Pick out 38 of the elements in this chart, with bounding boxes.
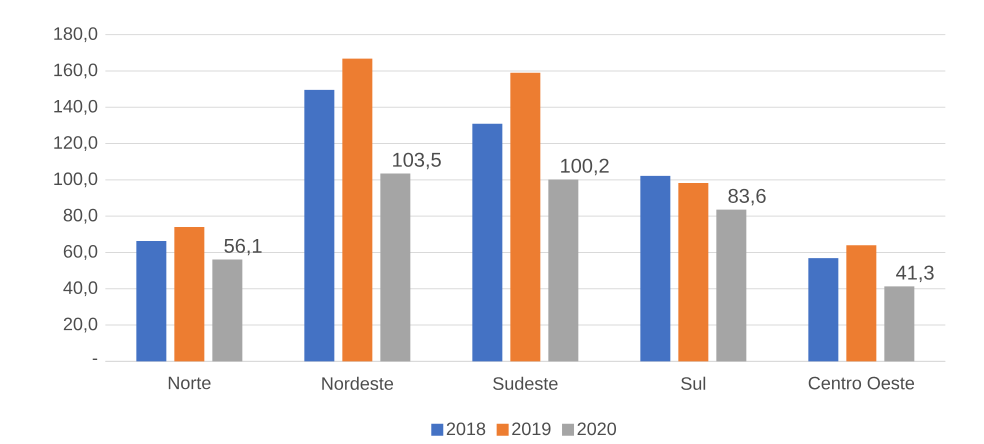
legend-label: 2020: [578, 422, 616, 436]
data-label: 100,2: [561, 158, 609, 176]
y-tick-label: 180,0: [54, 27, 98, 42]
data-label: 103,5: [393, 152, 441, 170]
bar: [174, 227, 204, 362]
bar: [304, 90, 334, 362]
y-tick-label: 80,0: [64, 208, 98, 224]
bar: [548, 179, 578, 362]
x-tick-label: Centro Oeste: [808, 376, 914, 390]
y-tick-label: 160,0: [54, 64, 98, 78]
y-tick-label: 140,0: [54, 100, 98, 115]
legend-label: 2018: [446, 422, 486, 436]
legend-label: 2019: [512, 422, 550, 436]
bar: [808, 258, 838, 362]
x-tick-label: Sudeste: [493, 376, 558, 390]
y-tick-label: 20,0: [64, 318, 98, 332]
bar: [342, 58, 372, 362]
data-label: 56,1: [224, 238, 262, 256]
y-tick-label: 120,0: [54, 136, 98, 151]
bar: [212, 260, 242, 362]
bar: [716, 210, 746, 362]
bar: [884, 286, 914, 362]
bar: [846, 245, 876, 362]
x-tick-label: Sul: [681, 376, 706, 390]
bar: [640, 176, 670, 362]
data-label: 41,3: [896, 266, 934, 282]
bar: [136, 241, 166, 362]
bar: [678, 182, 708, 362]
x-tick-label: Norte: [168, 376, 211, 390]
y-tick-label: 60,0: [64, 245, 98, 260]
y-tick-label: -: [92, 358, 98, 360]
x-tick-label: Nordeste: [322, 376, 394, 390]
data-label: 83,6: [728, 188, 766, 206]
bar: [510, 72, 540, 362]
bar: [380, 174, 410, 362]
bar: [472, 124, 502, 362]
y-tick-label: 40,0: [63, 281, 98, 296]
y-tick-label: 100,0: [54, 172, 98, 188]
